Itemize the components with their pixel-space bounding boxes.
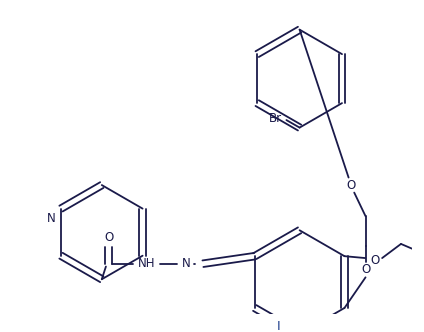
Text: O: O — [361, 263, 370, 276]
Text: NH: NH — [138, 257, 155, 270]
Text: Br: Br — [268, 112, 282, 125]
Text: O: O — [104, 231, 113, 244]
Text: I: I — [277, 320, 281, 332]
Text: O: O — [370, 254, 379, 267]
Text: N: N — [47, 211, 56, 224]
Text: O: O — [347, 179, 356, 192]
Text: N: N — [181, 257, 190, 270]
